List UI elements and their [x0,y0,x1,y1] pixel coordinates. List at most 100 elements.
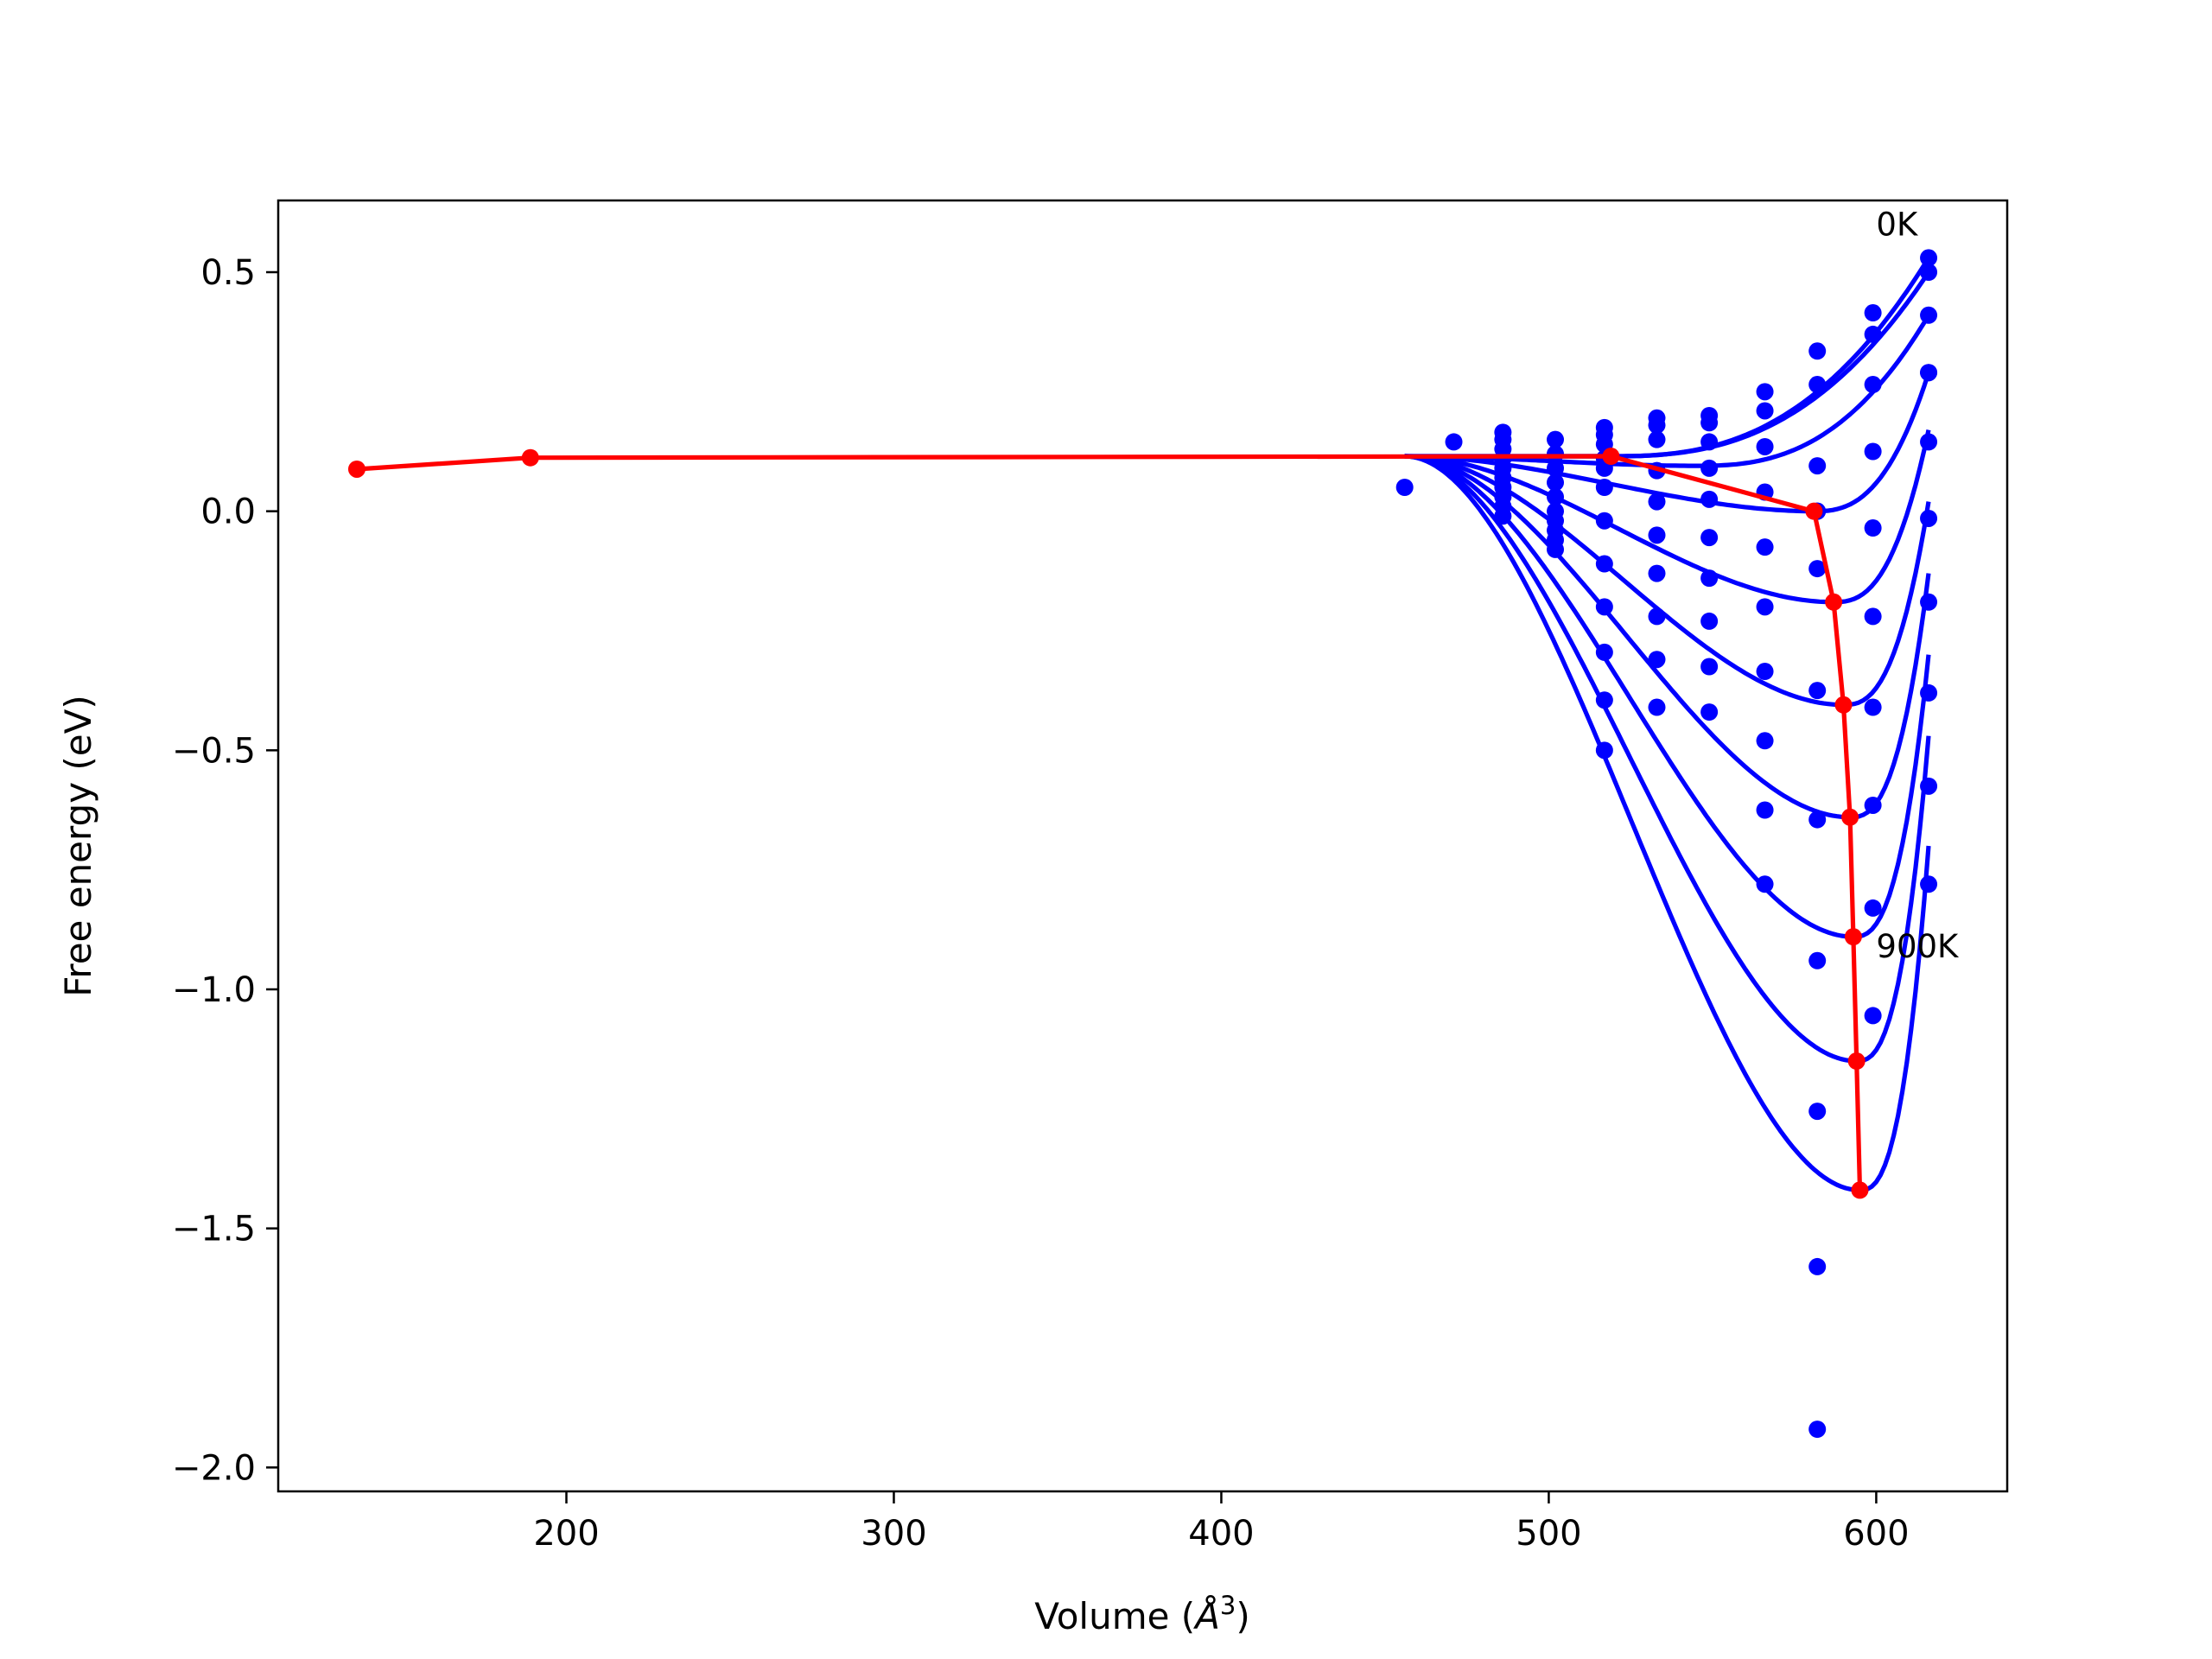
data-point [1864,325,1882,343]
data-point [1700,703,1719,721]
x-tick-label: 400 [1188,1514,1254,1554]
x-tick-label: 300 [861,1514,926,1554]
data-point [1547,474,1565,492]
data-point [1920,306,1938,324]
minima-point [1841,808,1859,826]
minima-point [1602,448,1620,466]
minima-point [1825,593,1843,611]
data-point [1756,663,1774,681]
data-point [1595,741,1613,760]
data-point [1864,607,1882,626]
data-point [1808,1421,1827,1439]
minima-point [1834,696,1853,714]
data-point [1700,658,1719,676]
data-point [1920,593,1938,611]
data-point [1547,430,1565,448]
minima-point [1805,502,1823,520]
data-point [1595,555,1613,573]
data-point [1756,402,1774,420]
data-point [1920,683,1938,702]
data-point [1700,612,1719,630]
data-point [1756,801,1774,819]
data-point [1864,442,1882,461]
data-point [1808,1103,1827,1121]
minima-point [1844,928,1862,946]
annotation-label: 0K [1876,207,1919,244]
data-point [1808,457,1827,475]
fit-curve-3 [1404,372,1931,514]
data-point [1920,433,1938,451]
data-point [1395,479,1414,496]
data-point [1756,875,1774,893]
y-axis-label: Free energy (eV) [57,695,99,997]
fit-curve-2 [1404,314,1931,468]
y-axis-ticks: 0.5 0.0 −0.5 −1.0 −1.5 −2.0 [172,253,278,1488]
data-point [1808,376,1827,394]
data-point [1648,526,1666,544]
chart-annotations: 0K 900K [1876,207,1960,966]
x-tick-label: 200 [533,1514,599,1554]
y-tick-label: 0.0 [200,493,256,532]
data-point [1547,488,1565,506]
data-point [1864,519,1882,537]
data-point [1808,810,1827,829]
data-point [1595,643,1613,661]
x-tick-label: 600 [1843,1514,1909,1554]
data-point [1920,875,1938,893]
plot-frame [276,199,2009,1493]
data-point [1756,598,1774,616]
x-axis-ticks: 200 300 400 500 600 [533,1491,1910,1554]
data-point [1700,459,1719,477]
fit-curve-8 [1404,454,1931,1064]
data-point [1864,304,1882,322]
data-point [1700,490,1719,508]
data-point [1756,732,1774,750]
data-point [1920,264,1938,281]
y-tick-label: −0.5 [172,731,256,771]
annotation-label: 900K [1876,928,1960,965]
data-point [1808,951,1827,969]
data-point [1808,560,1827,578]
data-point [1864,796,1882,814]
data-point [1700,414,1719,432]
data-point [1756,383,1774,401]
data-point [1445,433,1463,451]
data-point [1547,540,1565,558]
x-tick-label: 500 [1516,1514,1581,1554]
data-point [1864,899,1882,917]
data-point [1648,651,1666,669]
data-point [1494,507,1512,525]
data-point [1547,459,1565,477]
data-point [1920,777,1938,795]
data-point [1808,342,1827,360]
data-point [1700,433,1719,451]
data-point [1700,569,1719,588]
data-point [1700,529,1719,547]
data-point [1648,607,1666,626]
data-point [1756,538,1774,556]
data-point [1648,430,1666,448]
data-point [1920,364,1938,382]
x-axis-label: Volume (Å3) [1034,1591,1250,1637]
minima-point [1847,1052,1866,1070]
y-tick-label: −1.0 [172,970,256,1010]
data-point [1808,682,1827,700]
y-tick-label: −1.5 [172,1210,256,1249]
minima-point [521,448,539,467]
data-point [1648,698,1666,716]
data-point [1920,249,1938,267]
data-point [1920,509,1938,527]
data-point [1648,493,1666,511]
data-point [1808,1257,1827,1275]
data-point [1648,416,1666,435]
fit-curve-7 [1404,454,1931,939]
minima-point [347,460,365,478]
data-point [1864,1007,1882,1025]
plot-content [347,249,1938,1439]
y-tick-label: 0.5 [200,253,256,293]
minima-path-line [356,454,1863,1191]
plot-area [347,249,1938,1439]
fit-curve-9 [1404,454,1931,1193]
minima-point [1851,1181,1869,1199]
